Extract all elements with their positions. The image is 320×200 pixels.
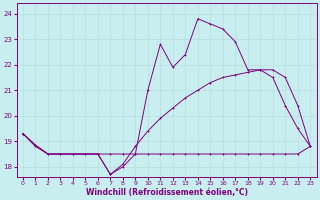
X-axis label: Windchill (Refroidissement éolien,°C): Windchill (Refroidissement éolien,°C) [85,188,248,197]
